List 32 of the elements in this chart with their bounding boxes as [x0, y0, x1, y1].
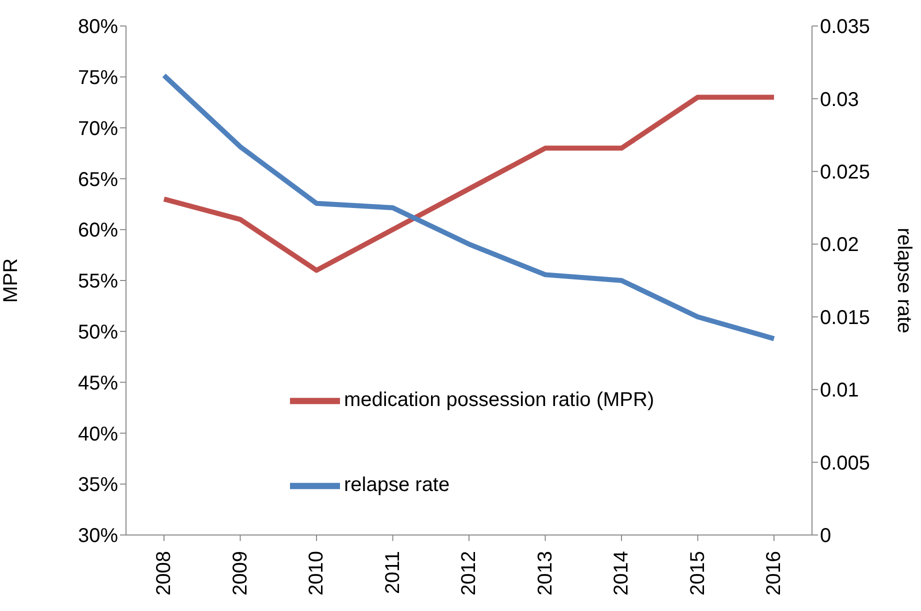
y-tick-label: 80% — [78, 16, 118, 38]
y-tick-label: 55% — [78, 270, 118, 293]
x-tick-label: 2013 — [534, 551, 556, 596]
x-tick-label: 2009 — [229, 551, 252, 596]
y-tick-label: 50% — [78, 322, 118, 344]
y-tick-label: 60% — [78, 220, 118, 242]
x-tick-label: 2015 — [686, 551, 709, 596]
y-tick-label: 40% — [78, 423, 118, 446]
y-tick-label: 75% — [78, 67, 118, 89]
y2-tick-label: 0.03 — [820, 88, 859, 111]
x-tick-label: 2014 — [610, 551, 632, 596]
y2-tick-label: 0.035 — [820, 16, 870, 38]
x-tick-label: 2010 — [306, 551, 328, 596]
x-tick-label: 2011 — [382, 551, 404, 594]
x-tick-label: 2016 — [763, 551, 785, 596]
y2-tick-label: 0 — [820, 525, 832, 548]
y2-tick-label: 0.025 — [820, 162, 870, 184]
y-tick-label: 70% — [78, 118, 118, 140]
legend-label: relapse rate — [344, 474, 450, 496]
y2-tick-label: 0.015 — [820, 306, 870, 329]
x-tick-label: 2012 — [458, 551, 480, 596]
y-tick-label: 35% — [78, 474, 118, 496]
y-axis-title: MPR — [0, 258, 22, 303]
legend-label: medication possession ratio (MPR) — [344, 389, 654, 411]
y2-axis-title: relapse rate — [892, 228, 915, 334]
y-tick-label: 45% — [78, 372, 118, 394]
y2-tick-label: 0.005 — [820, 452, 870, 474]
y2-tick-label: 0.02 — [820, 234, 859, 256]
y-tick-label: 30% — [78, 525, 118, 548]
y-tick-label: 65% — [78, 168, 118, 191]
x-tick-label: 2008 — [153, 551, 175, 596]
y2-tick-label: 0.01 — [820, 380, 859, 402]
